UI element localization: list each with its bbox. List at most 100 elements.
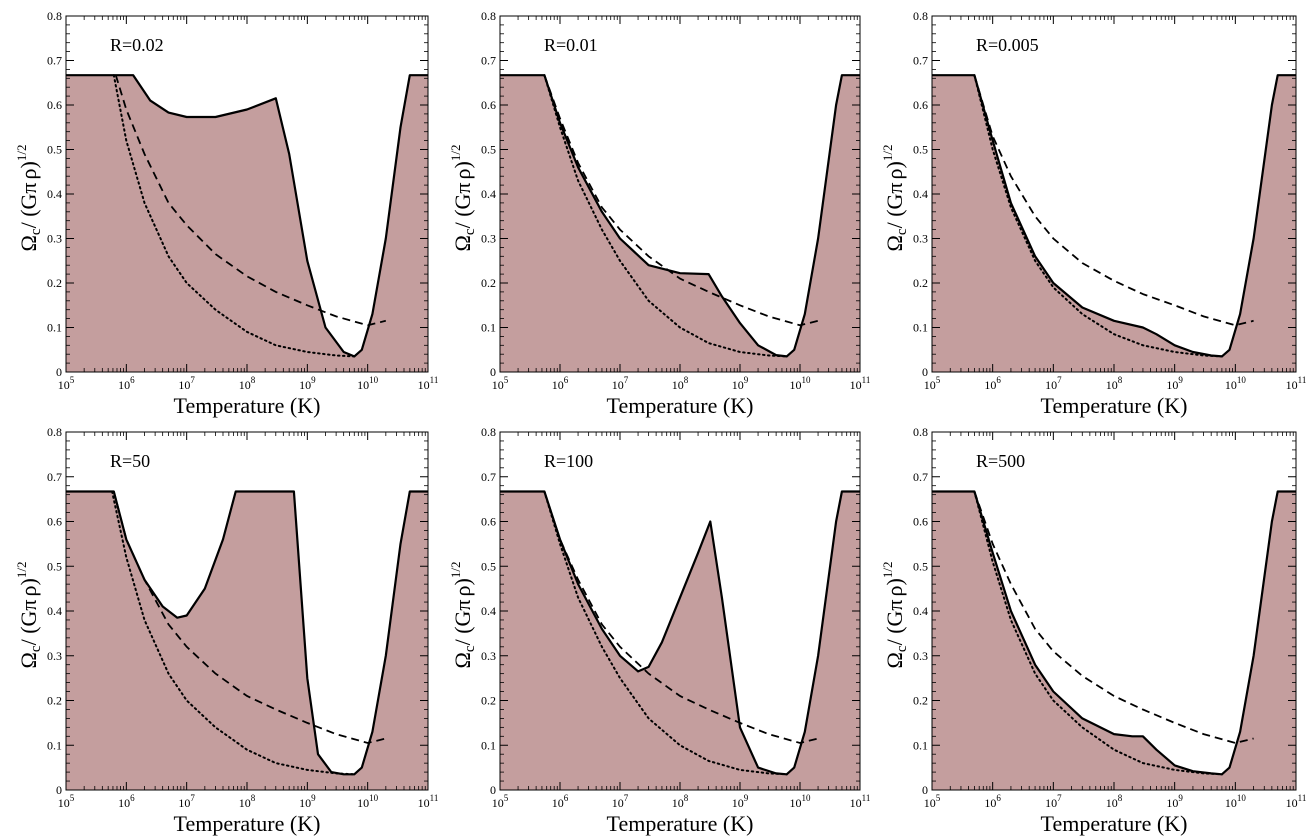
y-tick-label: 0.8 [913,425,928,439]
x-tick-label: 105 [58,375,75,392]
y-tick-label: 0.3 [481,649,496,663]
panel-label: R=0.005 [976,35,1039,55]
x-tick-label: 1011 [1286,375,1307,392]
y-tick-label: 0.4 [47,187,62,201]
y-tick-label: 0.8 [47,425,62,439]
y-tick-label: 0.6 [47,98,62,112]
series-dashed-line [543,74,819,327]
panel-label: R=100 [544,451,593,471]
y-tick-label: 0.7 [47,54,62,68]
series-dotted-line [543,74,788,358]
x-tick-label: 1010 [790,375,812,392]
unstable-region-fill [932,75,1296,372]
y-tick-label: 0.3 [47,649,62,663]
x-tick-label: 108 [239,375,256,392]
x-tick-label: 106 [984,375,1001,392]
y-tick-label: 0.7 [47,470,62,484]
y-tick-label: 0.8 [481,9,496,23]
y-tick-label: 0.7 [481,54,496,68]
y-tick-label: 0.3 [913,649,928,663]
panel-1: 105 106 107 108 109 1010 1011 0 0.1 0.2 0.3 0.4 0.5 0… [14,9,438,418]
y-tick-label: 0.4 [47,604,62,618]
x-tick-label: 1010 [1225,793,1247,810]
series-dashed-line [973,74,1254,327]
panel-4: 105 106 107 108 109 1010 1011 0 0.1 0.2 0.3 0.4 0.5 0… [14,425,438,836]
x-tick-label: 109 [732,375,749,392]
y-tick-label: 0.8 [47,9,62,23]
y-tick-label: 0 [922,783,928,797]
series-dotted-line [973,490,1223,776]
unstable-region-fill [500,75,860,372]
y-tick-label: 0.6 [481,515,496,529]
x-tick-label: 105 [492,375,509,392]
x-tick-label: 107 [612,375,629,392]
y-tick-label: 0.6 [47,515,62,529]
y-tick-label: 0.2 [913,694,928,708]
series-dashed-line [543,491,819,744]
y-tick-label: 0.4 [913,187,928,201]
y-axis-title: Ωc/ (Gπρ)1/2 [448,562,478,669]
y-tick-label: 0.1 [481,738,496,752]
panel-label: R=500 [976,451,1025,471]
y-tick-label: 0.7 [481,470,496,484]
x-tick-label: 106 [984,793,1001,810]
y-tick-label: 0.1 [481,321,496,335]
x-tick-label: 105 [924,793,941,810]
unstable-region-fill [500,491,860,790]
y-tick-label: 0 [490,783,496,797]
series-dotted-line [111,490,356,776]
x-tick-label: 106 [552,793,569,810]
x-axis-title: Temperature (K) [607,811,754,836]
y-tick-label: 0.5 [913,559,928,573]
series-dotted-line [112,74,356,358]
unstable-region-fill [66,75,428,372]
y-tick-label: 0.2 [47,694,62,708]
y-axis-title: Ωc/ (Gπρ)1/2 [880,145,910,252]
x-tick-label: 107 [1045,375,1062,392]
y-tick-label: 0 [922,365,928,379]
y-tick-label: 0.3 [481,232,496,246]
x-tick-label: 105 [924,375,941,392]
x-tick-label: 1011 [418,375,439,392]
y-tick-label: 0 [490,365,496,379]
y-tick-label: 0.7 [913,470,928,484]
y-tick-label: 0.5 [481,143,496,157]
y-tick-label: 0.1 [47,738,62,752]
x-tick-label: 1011 [850,793,871,810]
series-dashed-line [112,491,387,744]
series-solid-line [932,490,1296,776]
y-tick-label: 0.8 [913,9,928,23]
y-tick-label: 0.5 [481,559,496,573]
x-tick-label: 1011 [1286,793,1307,810]
x-tick-label: 107 [178,793,195,810]
x-tick-label: 1011 [850,375,871,392]
y-tick-label: 0.5 [47,559,62,573]
y-tick-label: 0.4 [481,604,496,618]
y-axis-title: Ωc/ (Gπρ)1/2 [14,562,44,669]
x-tick-label: 106 [552,375,569,392]
y-tick-label: 0.1 [47,321,62,335]
y-tick-label: 0.3 [913,232,928,246]
x-axis-title: Temperature (K) [1041,393,1188,418]
series-dotted-line [973,74,1223,358]
y-tick-label: 0.5 [47,143,62,157]
x-tick-label: 105 [492,793,509,810]
y-tick-label: 0.7 [913,54,928,68]
y-axis-title: Ωc/ (Gπρ)1/2 [14,145,44,252]
x-tick-label: 105 [58,793,75,810]
x-tick-label: 109 [1166,375,1183,392]
y-tick-label: 0.5 [913,143,928,157]
series-solid-line [66,490,428,776]
panel-5: 105 106 107 108 109 1010 1011 0 0.1 0.2 0.3 0.4 0.5 0… [448,425,870,836]
x-tick-label: 109 [299,793,316,810]
x-tick-label: 108 [1106,793,1123,810]
unstable-region-fill [66,491,428,790]
y-tick-label: 0.6 [481,98,496,112]
y-tick-label: 0.2 [481,276,496,290]
y-tick-label: 0.4 [481,187,496,201]
y-axis-title: Ωc/ (Gπρ)1/2 [448,145,478,252]
y-tick-label: 0.2 [913,276,928,290]
series-dashed-line [114,74,387,327]
y-tick-label: 0.6 [913,515,928,529]
